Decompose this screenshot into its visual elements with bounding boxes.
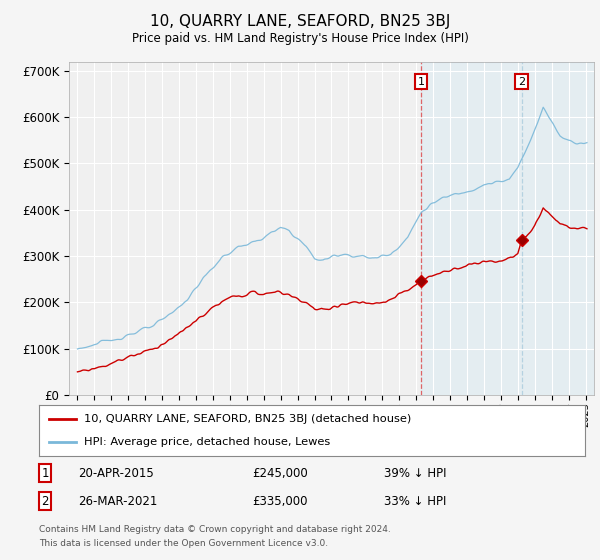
- Text: 26-MAR-2021: 26-MAR-2021: [78, 494, 157, 508]
- Text: 33% ↓ HPI: 33% ↓ HPI: [384, 494, 446, 508]
- Text: £335,000: £335,000: [252, 494, 308, 508]
- Text: HPI: Average price, detached house, Lewes: HPI: Average price, detached house, Lewe…: [84, 437, 330, 447]
- Text: 39% ↓ HPI: 39% ↓ HPI: [384, 466, 446, 480]
- Text: 20-APR-2015: 20-APR-2015: [78, 466, 154, 480]
- Text: 10, QUARRY LANE, SEAFORD, BN25 3BJ: 10, QUARRY LANE, SEAFORD, BN25 3BJ: [150, 14, 450, 29]
- Bar: [421, 62, 594, 395]
- Text: 2: 2: [518, 77, 525, 87]
- Text: Price paid vs. HM Land Registry's House Price Index (HPI): Price paid vs. HM Land Registry's House …: [131, 32, 469, 45]
- Text: Contains HM Land Registry data © Crown copyright and database right 2024.: Contains HM Land Registry data © Crown c…: [39, 525, 391, 534]
- Text: 1: 1: [418, 77, 425, 87]
- Text: This data is licensed under the Open Government Licence v3.0.: This data is licensed under the Open Gov…: [39, 539, 328, 548]
- Text: 2: 2: [41, 494, 49, 508]
- Text: £245,000: £245,000: [252, 466, 308, 480]
- Text: 10, QUARRY LANE, SEAFORD, BN25 3BJ (detached house): 10, QUARRY LANE, SEAFORD, BN25 3BJ (deta…: [84, 414, 411, 424]
- Text: 1: 1: [41, 466, 49, 480]
